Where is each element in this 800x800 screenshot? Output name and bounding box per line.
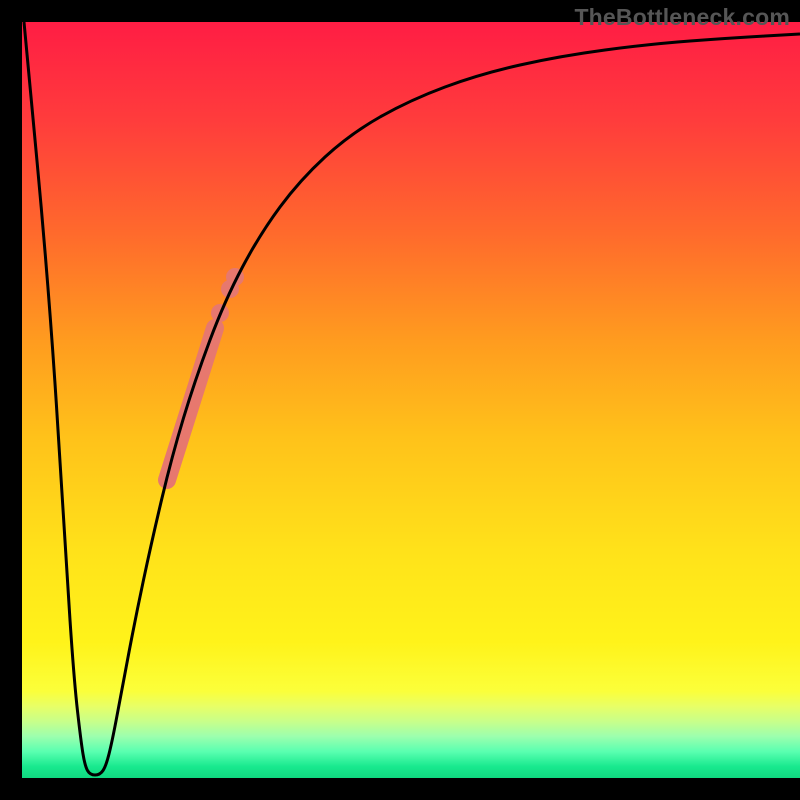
chart-container: { "watermark": { "text": "TheBottleneck.…: [0, 0, 800, 800]
gradient-background: [22, 22, 800, 778]
watermark-text: TheBottleneck.com: [574, 4, 790, 31]
bottleneck-chart-svg: [0, 0, 800, 800]
